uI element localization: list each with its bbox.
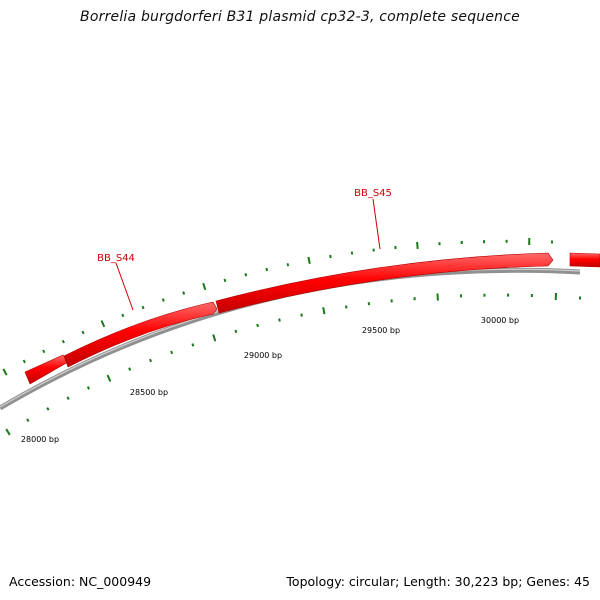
- gene-arrow-bb-s44[interactable]: [63, 301, 218, 368]
- inner-scale-tick: [212, 334, 217, 342]
- scale-label-28000: 28000 bp: [21, 435, 59, 444]
- inner-scale-tick: [149, 358, 153, 363]
- inner-scale-tick: [256, 323, 259, 328]
- outer-scale-tick: [223, 278, 227, 283]
- outer-scale-tick: [121, 313, 125, 318]
- inner-scale-tick: [26, 418, 30, 422]
- inner-scale-tick: [5, 428, 11, 436]
- outer-scale-tick: [61, 339, 65, 344]
- inner-scale-tick: [278, 318, 281, 322]
- inner-scale-tick: [128, 367, 132, 371]
- outer-scale-tick: [416, 241, 419, 249]
- inner-scale-tick: [66, 396, 70, 400]
- inner-scale-tick: [234, 329, 238, 334]
- gene-label-bb-s44[interactable]: BB_S44: [97, 253, 135, 264]
- scale-ticks-inner: [5, 292, 582, 436]
- outer-scale-tick: [307, 256, 311, 265]
- outer-scale-tick: [100, 320, 106, 328]
- inner-scale-tick: [345, 305, 348, 309]
- gene-label-leader-bb-s45: [372, 198, 381, 250]
- scale-label-29500: 29500 bp: [362, 326, 400, 335]
- inner-scale-tick: [300, 313, 303, 317]
- outer-scale-tick: [141, 305, 145, 310]
- topology-stats-text: Topology: circular; Length: 30,223 bp; G…: [286, 574, 590, 589]
- gene-arrow-bb-s45[interactable]: [215, 252, 554, 314]
- gene-label-bb-s45[interactable]: BB_S45: [354, 188, 392, 199]
- outer-scale-tick: [81, 330, 85, 335]
- gene-label-leader-bb-s44: [115, 262, 134, 311]
- outer-scale-tick: [22, 359, 26, 364]
- scale-label-28500: 28500 bp: [130, 388, 168, 397]
- scale-ticks-outer: [2, 237, 554, 376]
- inner-scale-tick: [106, 374, 112, 382]
- outer-scale-tick: [265, 267, 269, 272]
- inner-scale-tick: [46, 407, 50, 411]
- outer-scale-tick: [42, 349, 46, 354]
- gene-arrow-right[interactable]: [569, 252, 600, 268]
- scale-label-29000: 29000 bp: [244, 351, 282, 360]
- inner-scale-tick: [170, 350, 174, 355]
- outer-scale-tick: [244, 273, 248, 277]
- outer-scale-tick: [161, 298, 165, 302]
- outer-scale-tick: [2, 368, 8, 376]
- inner-scale-tick: [86, 386, 91, 390]
- inner-scale-tick: [322, 307, 326, 315]
- outer-scale-tick: [329, 254, 332, 259]
- outer-scale-tick: [182, 291, 186, 295]
- outer-scale-tick: [286, 263, 290, 267]
- inner-scale-tick: [191, 343, 195, 347]
- outer-scale-tick: [202, 282, 207, 291]
- scale-label-30000: 30000 bp: [481, 316, 519, 325]
- accession-text: Accession: NC_000949: [9, 574, 152, 589]
- map-title: Borrelia burgdorferi B31 plasmid cp32-3,…: [80, 9, 520, 25]
